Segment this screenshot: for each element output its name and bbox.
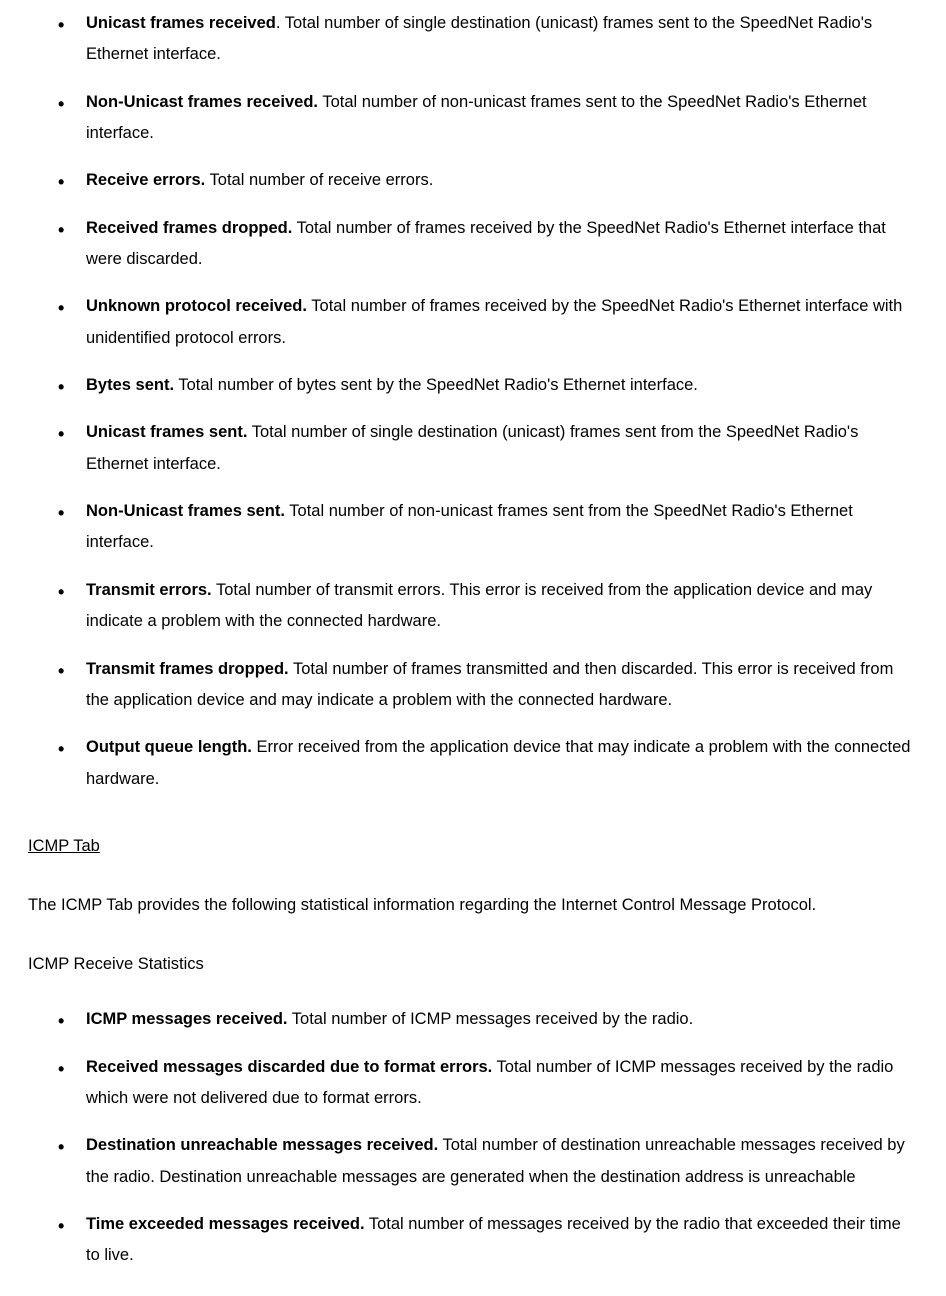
ethernet-item-term: Unicast frames sent. — [86, 423, 247, 441]
ethernet-stats-list: Unicast frames received. Total number of… — [28, 8, 918, 795]
ethernet-item-term: Non-Unicast frames sent. — [86, 502, 285, 520]
ethernet-item-term: Bytes sent. — [86, 376, 174, 394]
ethernet-item: Unknown protocol received. Total number … — [58, 291, 918, 354]
ethernet-item: Non-Unicast frames sent. Total number of… — [58, 496, 918, 559]
ethernet-item: Bytes sent. Total number of bytes sent b… — [58, 370, 918, 401]
ethernet-item: Output queue length. Error received from… — [58, 732, 918, 795]
icmp-tab-paragraph: The ICMP Tab provides the following stat… — [28, 890, 918, 921]
ethernet-item-term: Non-Unicast frames received. — [86, 93, 318, 111]
icmp-item-desc: Total number of ICMP messages received b… — [292, 1010, 693, 1028]
ethernet-item: Transmit frames dropped. Total number of… — [58, 654, 918, 717]
ethernet-item-term: Transmit frames dropped. — [86, 660, 289, 678]
icmp-stats-list: ICMP messages received. Total number of … — [28, 1004, 918, 1271]
ethernet-item: Unicast frames received. Total number of… — [58, 8, 918, 71]
icmp-item-term: Destination unreachable messages receive… — [86, 1136, 438, 1154]
icmp-tab-heading: ICMP Tab — [28, 835, 918, 858]
icmp-item-term: Time exceeded messages received. — [86, 1215, 365, 1233]
ethernet-item-desc: Total number of bytes sent by the SpeedN… — [178, 376, 698, 394]
ethernet-item: Unicast frames sent. Total number of sin… — [58, 417, 918, 480]
ethernet-item-term: Transmit errors. — [86, 581, 212, 599]
ethernet-item-term: Receive errors. — [86, 171, 205, 189]
icmp-item: Received messages discarded due to forma… — [58, 1052, 918, 1115]
ethernet-item-term: Unknown protocol received. — [86, 297, 307, 315]
ethernet-item-term: Received frames dropped. — [86, 219, 292, 237]
ethernet-item-desc: Total number of receive errors. — [210, 171, 434, 189]
icmp-item-term: Received messages discarded due to forma… — [86, 1058, 492, 1076]
ethernet-item: Non-Unicast frames received. Total numbe… — [58, 87, 918, 150]
icmp-item-term: ICMP messages received. — [86, 1010, 287, 1028]
ethernet-item: Received frames dropped. Total number of… — [58, 213, 918, 276]
icmp-item: Time exceeded messages received. Total n… — [58, 1209, 918, 1272]
ethernet-item-term: Output queue length. — [86, 738, 252, 756]
icmp-item: ICMP messages received. Total number of … — [58, 1004, 918, 1035]
icmp-item: Destination unreachable messages receive… — [58, 1130, 918, 1193]
icmp-receive-stats-heading: ICMP Receive Statistics — [28, 953, 918, 976]
ethernet-item: Transmit errors. Total number of transmi… — [58, 575, 918, 638]
ethernet-item-term: Unicast frames received — [86, 14, 276, 32]
ethernet-item: Receive errors. Total number of receive … — [58, 165, 918, 196]
